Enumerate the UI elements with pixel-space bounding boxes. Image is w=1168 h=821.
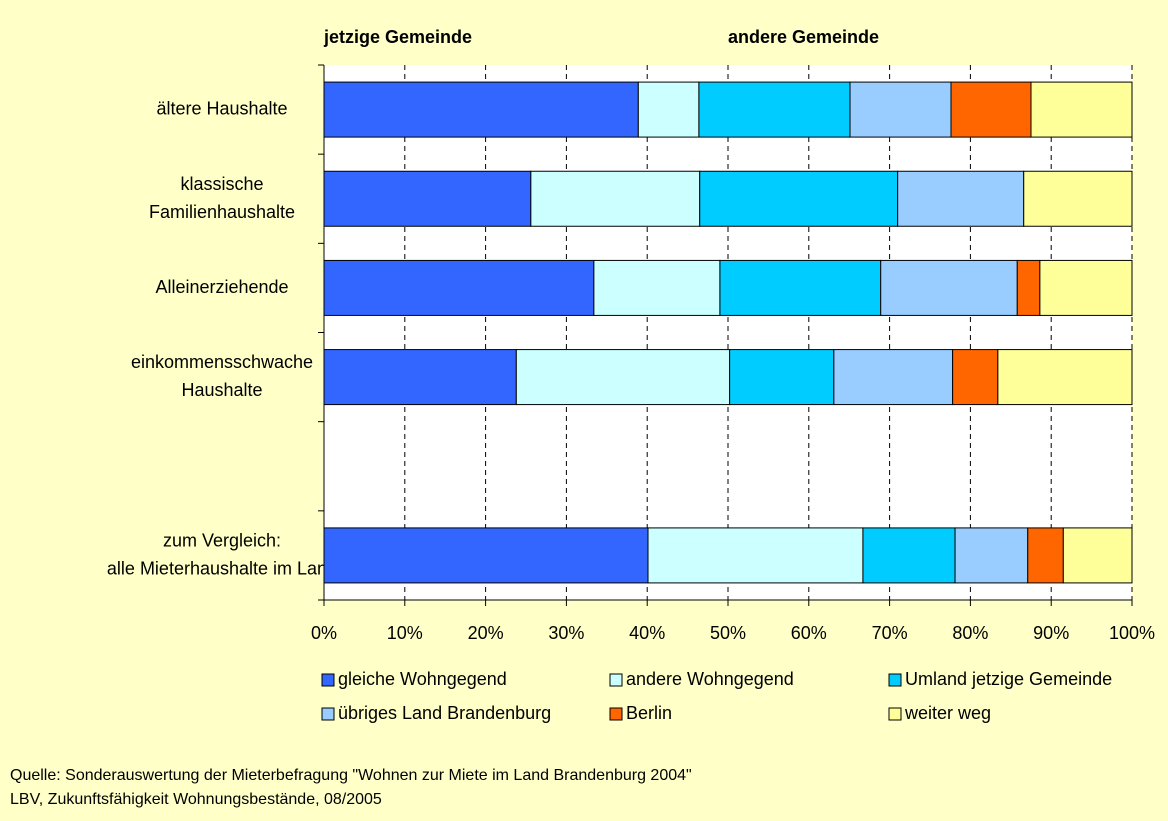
bar-segment [997,349,1133,406]
bar-segment [897,170,1025,227]
x-tick-label: 50% [710,623,746,643]
legend-label: andere Wohngegend [626,669,794,689]
bar-segment [515,349,731,406]
legend-swatch [321,707,335,721]
y-tick-label: einkommensschwache Haushalte [131,352,313,400]
bar-segment [323,81,639,138]
legend-swatch [888,707,902,721]
y-tick-line: Haushalte [181,380,262,400]
x-tick-label: 40% [629,623,665,643]
bar-segment [952,349,999,406]
legend-label: übriges Land Brandenburg [338,703,551,723]
y-tick-line: Familienhaushalte [149,202,295,222]
bar-segment [323,527,649,584]
bar-segment [698,81,851,138]
bar-segment [530,170,701,227]
legend-label: weiter weg [904,703,991,723]
x-tick-label: 10% [387,623,423,643]
legend-swatch [888,673,902,687]
bar-segment [719,259,882,316]
bar-segment [1062,527,1133,584]
legend-swatch [321,673,335,687]
legend-label: Umland jetzige Gemeinde [905,669,1112,689]
bar-segment [954,527,1029,584]
y-tick-line: ältere Haushalte [156,98,287,118]
bar-segment [699,170,899,227]
bar-segment [593,259,721,316]
y-tick-line: zum Vergleich: [163,530,281,550]
y-tick-line: alle Mieterhaushalte im Land [107,558,337,578]
bar-segment [833,349,954,406]
bar-segment [323,349,517,406]
legend-swatch [609,673,623,687]
x-tick-label: 90% [1033,623,1069,643]
bar-segment [637,81,700,138]
bar-segment [862,527,956,584]
x-tick-label: 70% [872,623,908,643]
x-tick-label: 20% [468,623,504,643]
legend-label: Berlin [626,703,672,723]
bar-segment [950,81,1032,138]
y-tick-label: Alleinerziehende [155,277,288,297]
annotation: jetzige Gemeinde [323,27,472,47]
bar-segment [1023,170,1133,227]
bar-segment [880,259,1018,316]
x-tick-label: 0% [311,623,337,643]
y-tick-label: ältere Haushalte [156,98,287,118]
source: Quelle: Sonderauswertung der Mieterbefra… [10,767,692,784]
bar-segment [1027,527,1064,584]
bar-segment [1039,259,1133,316]
x-tick-label: 60% [791,623,827,643]
bar-segment [323,259,595,316]
y-tick-line: klassische [180,174,263,194]
source: LBV, Zukunftsfähigkeit Wohnungsbestände,… [10,791,382,808]
y-tick-line: Alleinerziehende [155,277,288,297]
x-tick-label: 30% [548,623,584,643]
bar-segment [1016,259,1041,316]
bar-segment [323,170,532,227]
bar-segment [647,527,864,584]
y-tick-label: klassische Familienhaushalte [149,174,295,222]
legend-label: gleiche Wohngegend [338,669,507,689]
legend-swatch [609,707,623,721]
y-tick-label: zum Vergleich: alle Mieterhaushalte im La… [107,530,337,578]
bar-segment [1030,81,1133,138]
y-tick-line: einkommensschwache [131,352,313,372]
x-tick-label: 100% [1109,623,1155,643]
bar-segment [849,81,952,138]
annotation: andere Gemeinde [728,27,879,47]
bar-segment [729,349,835,406]
x-tick-label: 80% [952,623,988,643]
